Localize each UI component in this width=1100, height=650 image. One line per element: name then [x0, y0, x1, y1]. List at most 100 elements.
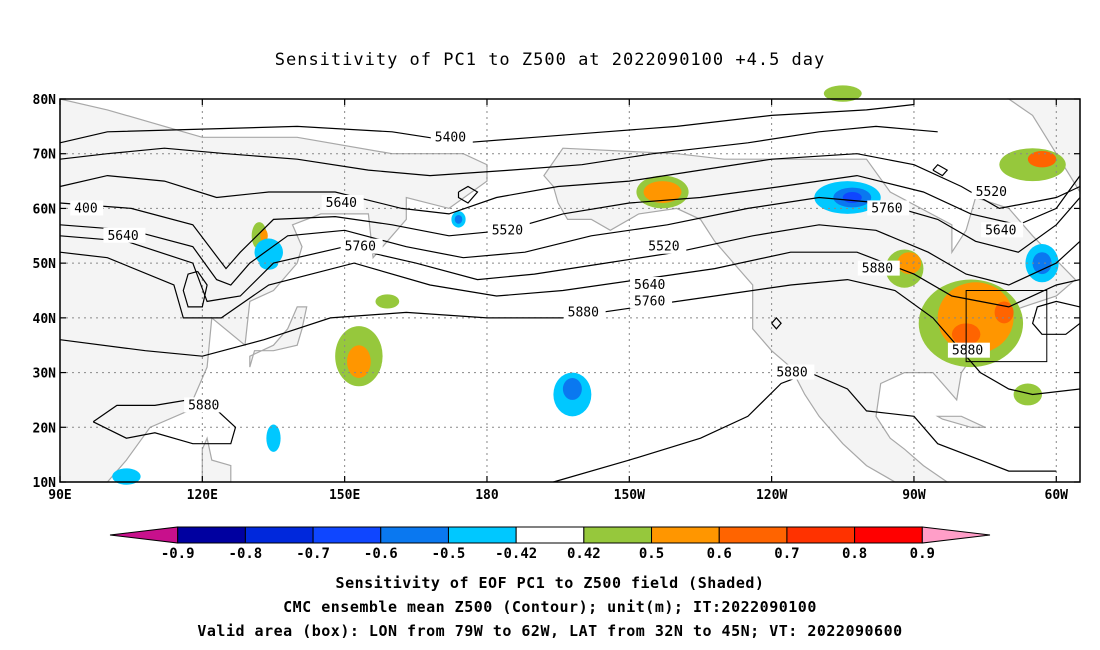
z500-contour-3 [59, 174, 1081, 270]
contour-label-bg-0 [430, 129, 473, 145]
caption-line-1: Sensitivity of EOF PC1 to Z500 field (Sh… [335, 574, 765, 592]
z500-contour-7 [59, 278, 1081, 396]
contour-label-bg-4 [340, 238, 383, 254]
colorbar-swatch-7 [583, 526, 653, 544]
z500-contour-5 [59, 224, 1081, 303]
sensitivity-patch-29 [112, 468, 141, 485]
sensitivity-patch-15 [1013, 383, 1043, 406]
colorbar-label-0: -0.9 [161, 546, 195, 562]
contour-label-10: 5760 [871, 201, 902, 216]
map-frame [59, 98, 1081, 483]
contour-label-bg-9 [563, 304, 606, 320]
contour-label-2: 5640 [326, 196, 357, 211]
chart-title: Sensitivity of PC1 to Z500 at 2022090100… [274, 50, 826, 70]
contour-label-bg-15 [772, 364, 815, 380]
contour-label-bg-16 [184, 397, 227, 413]
contour-label-bg-6 [644, 238, 687, 254]
y-tick-label-3: 50N [33, 257, 57, 272]
colorbar-label-7: 0.5 [639, 546, 664, 562]
colorbar-label-5: -0.42 [495, 546, 537, 562]
sensitivity-patch-8 [897, 252, 922, 275]
colorbar-label-8: 0.6 [707, 546, 732, 562]
x-tick-label-1: 120E [187, 488, 218, 503]
sensitivity-patch-21 [266, 424, 281, 452]
colorbar-swatch-4 [380, 526, 449, 544]
colorbar-swatch-10 [786, 526, 856, 544]
contour-label-4: 5760 [345, 240, 376, 255]
colorbar-swatch-5 [447, 526, 517, 544]
colorbar-label-2: -0.7 [296, 546, 330, 562]
contour-label-9: 5880 [568, 305, 599, 320]
x-tick-label-2: 150E [329, 488, 360, 503]
axis-labels: 90E 120E 150E 180 150W 120W 90W 60W 80N 70N 60N 50N… [33, 93, 1080, 503]
contour-label-7: 5640 [634, 278, 665, 293]
contour-label-13: 5880 [862, 262, 893, 277]
colorbar-swatch-3 [312, 526, 382, 544]
contour-label-5: 5520 [492, 223, 523, 238]
y-tick-label-2: 60N [33, 202, 57, 217]
contour-label-bg-13 [857, 260, 900, 276]
z500-contour-10 [1031, 300, 1081, 335]
caption-line-3: Valid area (box): LON from 79W to 62W, L… [197, 622, 903, 640]
valid-area-box [965, 290, 1048, 363]
colorbar-swatch-11 [854, 526, 923, 544]
z500-contour-14 [771, 316, 782, 330]
colorbar-label-1: -0.8 [229, 546, 263, 562]
sensitivity-patch-18 [259, 256, 279, 270]
z500-contour-1 [59, 125, 938, 177]
contour-label-bg-14 [947, 342, 990, 358]
landmass-3 [543, 147, 1077, 483]
y-tick-label-0: 80N [33, 93, 57, 108]
sensitivity-patch-16 [823, 85, 862, 102]
sensitivity-patch-20 [454, 214, 463, 224]
z500-contour-9 [553, 371, 1057, 483]
contour-label-bg-12 [981, 222, 1024, 238]
sensitivity-patch-6 [643, 181, 682, 203]
contour-label-15: 5880 [776, 366, 807, 381]
sensitivity-patch-4 [375, 294, 400, 309]
x-tick-label-3: 180 [475, 488, 499, 503]
map-border [59, 98, 1081, 483]
y-tick-label-5: 30N [33, 367, 57, 382]
z500-contour-6 [59, 251, 1081, 319]
colorbar-swatch-2 [244, 526, 314, 544]
colorbar-arrow-left [109, 526, 179, 544]
caption-line-2: CMC ensemble mean Z500 (Contour); unit(m… [283, 598, 817, 616]
colorbar-swatch-9 [718, 526, 788, 544]
contour-label-bg-1 [70, 200, 104, 216]
landmass-5 [935, 415, 986, 428]
contour-label-bg-3 [103, 227, 146, 243]
y-tick-label-6: 20N [33, 421, 57, 436]
colorbar-swatch-6 [515, 526, 585, 544]
contour-label-14: 5880 [952, 344, 983, 359]
x-tick-label-5: 120W [756, 488, 787, 503]
landmass-0 [59, 98, 488, 483]
sensitivity-patch-3 [347, 345, 371, 379]
z500-contour-2 [59, 153, 1081, 215]
contour-label-bg-2 [321, 194, 364, 210]
colorbar-swatch-8 [651, 526, 720, 544]
contour-label-1: 400 [74, 201, 97, 216]
colorbar-arrow-right [921, 526, 991, 544]
colorbar-label-9: 0.7 [774, 546, 799, 562]
land-layer [59, 98, 1081, 483]
contour-label-16: 5880 [188, 398, 219, 413]
contour-label-3: 5640 [107, 229, 138, 244]
sensitivity-patch-28 [1032, 252, 1052, 275]
y-tick-label-1: 70N [33, 148, 57, 163]
contour-label-8: 5760 [634, 294, 665, 309]
contour-label-6: 5520 [648, 240, 679, 255]
z500-contour-11 [182, 270, 208, 308]
sensitivity-patch-23 [562, 378, 582, 400]
x-tick-label-4: 150W [614, 488, 645, 503]
contour-label-12: 5640 [985, 223, 1016, 238]
y-tick-label-7: 10N [33, 476, 57, 491]
contour-layer [59, 103, 1081, 483]
contour-label-bg-5 [487, 222, 530, 238]
contour-label-bg-8 [630, 293, 673, 309]
colorbar: -0.9 -0.8 -0.7 -0.6 -0.5 -0.42 0.42 0.5 0.6 0.7 0.… [109, 526, 991, 562]
colorbar-label-3: -0.6 [364, 546, 398, 562]
contour-label-0: 5400 [435, 130, 466, 145]
